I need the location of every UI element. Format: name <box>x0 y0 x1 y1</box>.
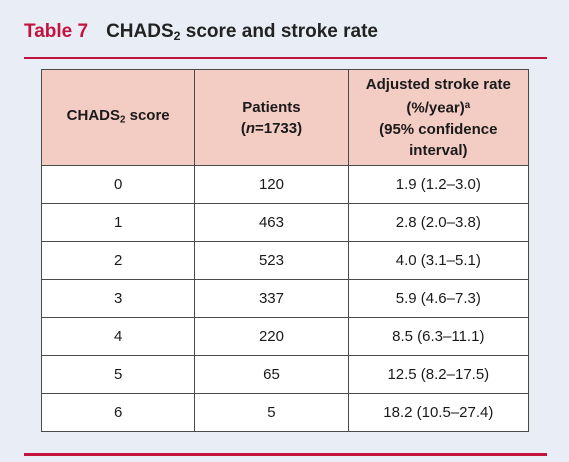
header-score-main: CHADS <box>66 106 120 124</box>
footnote-marker: a <box>464 100 471 112</box>
table-row: 0 120 1.9 (1.2–3.0) <box>40 165 530 204</box>
header-row: CHADS2 score Patients (n=1733) Adjusted … <box>40 69 530 166</box>
header-patients-line2: (n=1733) <box>201 118 341 139</box>
cell-score: 3 <box>40 279 196 318</box>
table-row: 4 220 8.5 (6.3–11.1) <box>40 317 530 356</box>
cell-rate: 4.0 (3.1–5.1) <box>347 241 530 280</box>
header-rate-line3: (95% confidence <box>379 120 498 138</box>
table-row: 2 523 4.0 (3.1–5.1) <box>40 241 530 280</box>
header-rate-line2: (%/year)a <box>355 95 522 118</box>
header-rate-line4: interval) <box>409 141 468 159</box>
table-number-label: Table 7 <box>24 21 89 42</box>
cell-patients: 337 <box>194 279 349 318</box>
cell-rate: 12.5 (8.2–17.5) <box>347 355 530 394</box>
cell-rate: 2.8 (2.0–3.8) <box>347 203 530 242</box>
cell-patients: 523 <box>194 241 349 280</box>
caption-rest: score and stroke rate <box>180 20 378 42</box>
header-rate-unit: (%/year) <box>406 99 465 117</box>
cell-rate: 18.2 (10.5–27.4) <box>347 393 530 432</box>
cell-patients: 5 <box>194 393 349 432</box>
table-title: Table 7 CHADS2 score and stroke rate <box>24 14 378 50</box>
header-patients-count: =1733) <box>254 119 303 137</box>
header-rate-line1: Adjusted stroke rate <box>365 76 511 94</box>
cell-score: 0 <box>40 165 196 204</box>
header-score-rest: score <box>125 106 170 124</box>
cell-patients: 463 <box>194 203 349 242</box>
table-row: 6 5 18.2 (10.5–27.4) <box>40 393 530 432</box>
cell-score: 2 <box>40 241 196 280</box>
header-patients-line1: Patients <box>242 98 301 116</box>
caption-main: CHADS <box>106 20 174 42</box>
table-row: 3 337 5.9 (4.6–7.3) <box>40 279 530 318</box>
bottom-rule <box>24 453 547 456</box>
cell-score: 1 <box>40 203 196 242</box>
cell-score: 5 <box>40 355 196 394</box>
table-row: 5 65 12.5 (8.2–17.5) <box>40 355 530 394</box>
top-rule <box>24 57 547 59</box>
cell-score: 6 <box>40 393 196 432</box>
header-score: CHADS2 score <box>40 69 196 166</box>
cell-score: 4 <box>40 317 196 356</box>
caption-subscript: 2 <box>173 29 181 44</box>
header-rate: Adjusted stroke rate (%/year)a (95% conf… <box>347 69 530 166</box>
header-score-subscript: 2 <box>120 114 126 126</box>
header-patients: Patients (n=1733) <box>194 69 349 166</box>
cell-rate: 8.5 (6.3–11.1) <box>347 317 530 356</box>
table-row: 1 463 2.8 (2.0–3.8) <box>40 203 530 242</box>
header-patients-n: n <box>245 119 255 137</box>
cell-patients: 120 <box>194 165 349 204</box>
cell-patients: 65 <box>194 355 349 394</box>
table-caption: CHADS2 score and stroke rate <box>106 21 378 43</box>
stroke-rate-table: CHADS2 score Patients (n=1733) Adjusted … <box>40 69 530 432</box>
header-patients-open: ( <box>240 119 246 137</box>
cell-patients: 220 <box>194 317 349 356</box>
cell-rate: 5.9 (4.6–7.3) <box>347 279 530 318</box>
cell-rate: 1.9 (1.2–3.0) <box>347 165 530 204</box>
